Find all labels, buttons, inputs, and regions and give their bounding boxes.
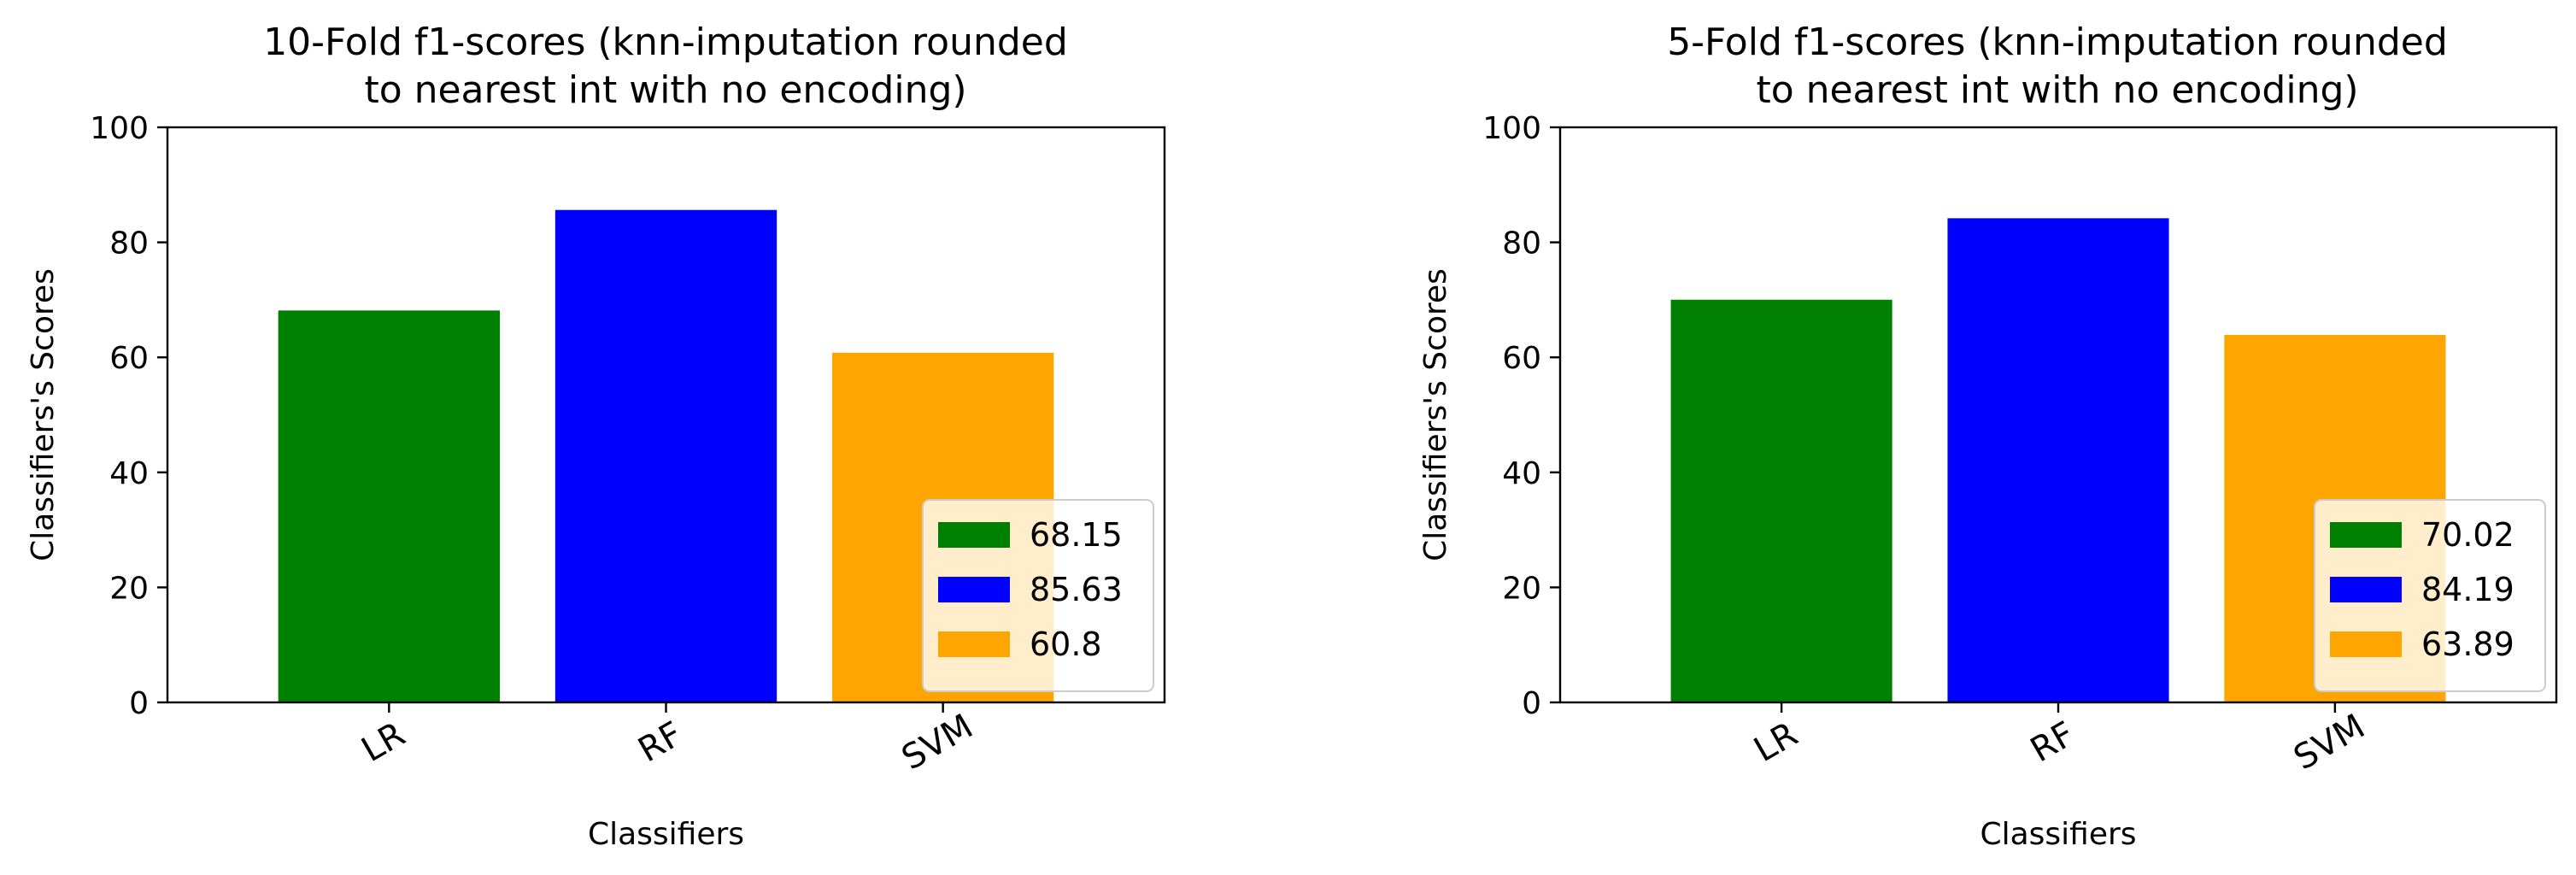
y-tick-label: 80 <box>109 226 149 261</box>
y-axis-label: Classifiers's Scores <box>1418 268 1453 561</box>
y-tick-label: 60 <box>1502 341 1541 376</box>
legend-swatch <box>2330 631 2402 657</box>
legend: 70.02 84.19 63.89 <box>2314 499 2546 692</box>
bar-lr <box>1670 299 1892 702</box>
y-tick-label: 40 <box>1502 456 1541 491</box>
y-tick-label: 20 <box>1502 571 1541 606</box>
chart-title-line: to nearest int with no encoding) <box>1756 68 2358 112</box>
legend-swatch <box>2330 577 2402 602</box>
legend-entry: 84.19 <box>2421 571 2514 608</box>
y-tick-label: 40 <box>109 456 149 491</box>
legend-entry: 60.8 <box>1030 625 1102 663</box>
legend: 68.15 85.63 60.8 <box>922 499 1154 692</box>
bar-lr <box>278 310 500 702</box>
legend-entry: 63.89 <box>2421 625 2514 663</box>
x-tick-label-rf: RF <box>2024 714 2081 770</box>
x-tick-label-rf: RF <box>631 714 689 770</box>
y-tick-label: 100 <box>1482 111 1541 146</box>
chart-title-line: to nearest int with no encoding) <box>364 68 966 112</box>
chart-title-line: 5-Fold f1-scores (knn-imputation rounded <box>1667 21 2448 64</box>
x-tick-label-svm: SVM <box>895 707 980 778</box>
legend-swatch <box>938 631 1010 657</box>
bar-rf <box>1947 218 2169 702</box>
legend-entry: 68.15 <box>1030 516 1123 554</box>
legend-swatch <box>2330 522 2402 548</box>
x-tick-label-lr: LR <box>355 714 412 770</box>
y-tick-label: 60 <box>109 341 149 376</box>
legend-entry: 85.63 <box>1030 571 1123 608</box>
chart-title-line: 10-Fold f1-scores (knn-imputation rounde… <box>263 21 1068 64</box>
x-axis-label: Classifiers <box>588 817 744 852</box>
y-tick-label: 20 <box>109 571 149 606</box>
legend-swatch <box>938 522 1010 548</box>
y-tick-label: 0 <box>129 686 149 721</box>
bar-rf <box>555 209 777 703</box>
y-axis-label: Classifiers's Scores <box>26 268 61 561</box>
y-tick-label: 100 <box>90 111 149 146</box>
chart-10-fold: 0 20 40 60 80 100 LR RF SVM 10-Fold f1-scores (kn… <box>26 21 1166 852</box>
y-tick-label: 0 <box>1522 686 1541 721</box>
chart-5-fold: 0 20 40 60 80 100 LR RF SVM 5-Fold f1-scores (knn… <box>1418 21 2558 852</box>
x-tick-label-lr: LR <box>1747 714 1804 770</box>
x-axis-label: Classifiers <box>1980 817 2136 852</box>
x-tick-label-svm: SVM <box>2287 707 2372 778</box>
y-tick-label: 80 <box>1502 226 1541 261</box>
legend-entry: 70.02 <box>2421 516 2514 554</box>
legend-swatch <box>938 577 1010 602</box>
